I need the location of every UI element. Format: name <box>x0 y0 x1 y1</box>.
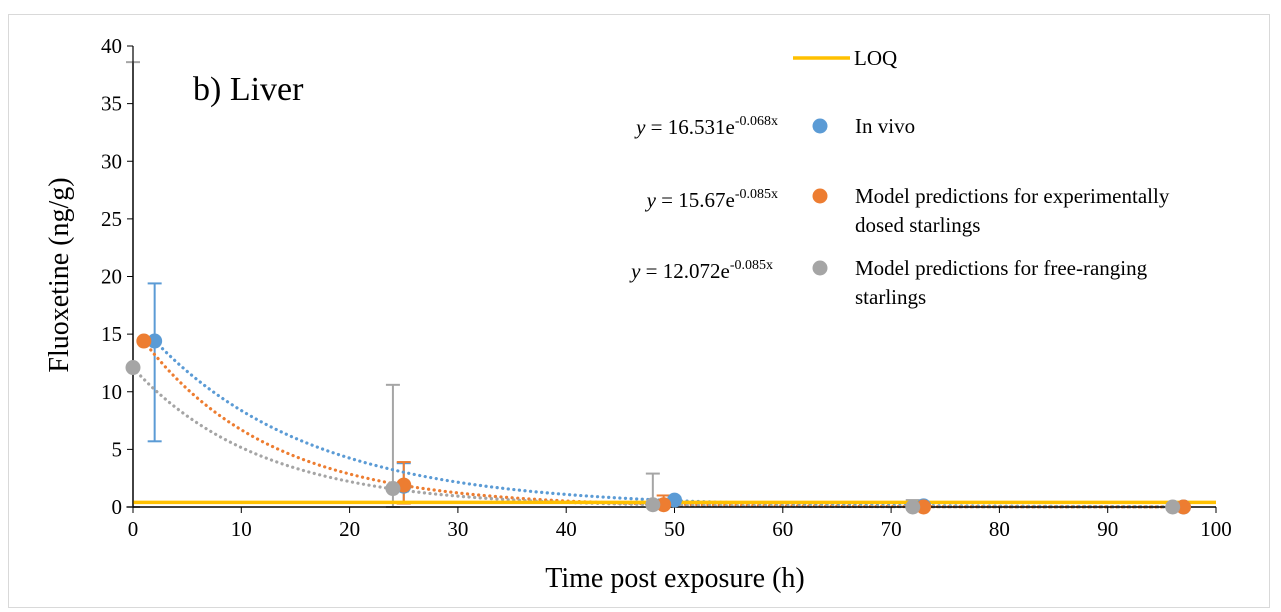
data-point <box>645 497 661 513</box>
data-point <box>1176 499 1192 515</box>
trendline-equation: y = 16.531e-0.068x <box>634 114 778 139</box>
legend-label: Model predictions for free-ranging <box>855 256 1148 280</box>
y-axis-title: Fluoxetine (ng/g) <box>44 177 75 372</box>
data-point <box>136 333 152 349</box>
y-tick-label: 35 <box>101 92 122 116</box>
x-tick-label: 50 <box>664 517 685 541</box>
trendline <box>153 339 1186 509</box>
data-point <box>125 360 141 376</box>
legend-loq-label: LOQ <box>854 46 897 70</box>
y-tick-label: 5 <box>112 437 123 461</box>
data-point <box>1165 499 1181 515</box>
y-tick-label: 10 <box>101 380 122 404</box>
data-point <box>385 481 401 497</box>
legend-swatch <box>812 260 828 276</box>
x-ticks: 0 10 20 30 40 50 60 70 80 90 100 <box>128 507 1232 541</box>
x-tick-label: 70 <box>881 517 902 541</box>
legend-label: starlings <box>855 285 926 309</box>
legend: LOQ In vivo Model predictions for experime… <box>793 46 1170 309</box>
y-ticks: 0 5 10 15 20 25 30 35 40 <box>101 34 133 519</box>
x-tick-label: 30 <box>447 517 468 541</box>
y-tick-label: 20 <box>101 265 122 289</box>
x-tick-label: 100 <box>1200 517 1232 541</box>
x-tick-label: 20 <box>339 517 360 541</box>
x-axis-title: Time post exposure (h) <box>545 563 805 594</box>
y-tick-label: 0 <box>112 495 123 519</box>
legend-label: dosed starlings <box>855 213 980 237</box>
trendlines <box>131 339 1186 509</box>
trendline-equations: y = 16.531e-0.068x y = 15.67e-0.085x y = 1… <box>629 114 778 283</box>
trendline <box>142 339 1186 509</box>
x-tick-label: 60 <box>772 517 793 541</box>
trendline-equation: y = 12.072e-0.085x <box>629 258 773 283</box>
x-tick-label: 0 <box>128 517 139 541</box>
y-tick-label: 25 <box>101 207 122 231</box>
data-points <box>125 333 1192 515</box>
x-tick-label: 90 <box>1097 517 1118 541</box>
x-tick-label: 10 <box>231 517 252 541</box>
x-tick-label: 80 <box>989 517 1010 541</box>
trendline-equation: y = 15.67e-0.085x <box>645 187 778 212</box>
x-tick-label: 40 <box>556 517 577 541</box>
data-point <box>916 499 932 515</box>
chart-frame <box>8 14 1270 608</box>
y-tick-label: 15 <box>101 322 122 346</box>
y-tick-label: 30 <box>101 149 122 173</box>
data-point <box>905 499 921 515</box>
panel-label: b) Liver <box>193 71 304 108</box>
data-point <box>656 497 672 513</box>
data-point <box>147 333 163 349</box>
legend-label: Model predictions for experimentally <box>855 184 1170 208</box>
y-tick-label: 40 <box>101 34 122 58</box>
legend-swatch <box>812 118 828 134</box>
legend-swatch <box>812 188 828 204</box>
legend-label: In vivo <box>855 114 915 138</box>
